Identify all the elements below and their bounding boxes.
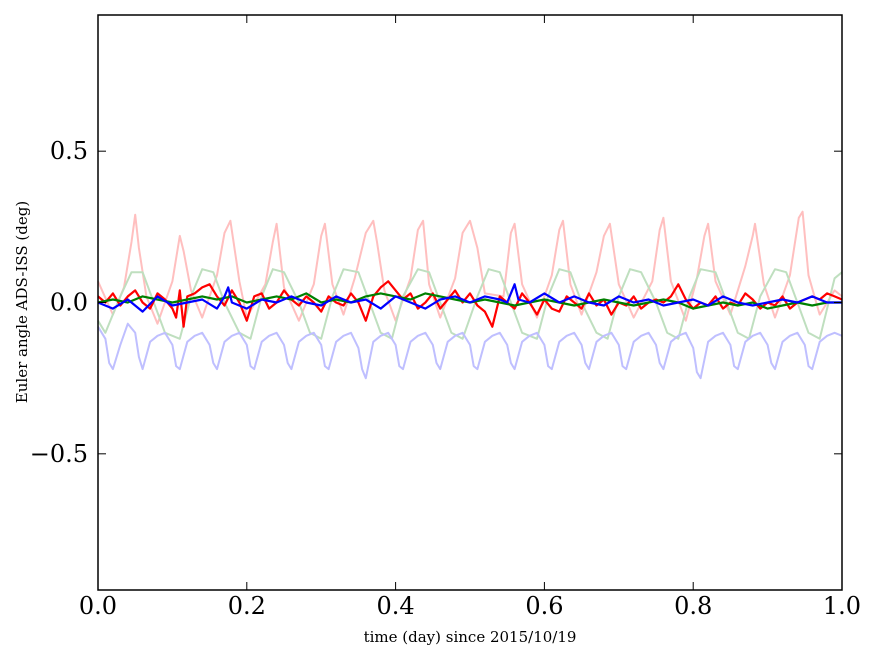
x-tick-label-5: 1.0: [823, 592, 861, 620]
series-line-2: [97, 268, 843, 340]
x-axis-ticks: 0.0 0.2 0.4 0.6 0.8 1.0: [79, 15, 861, 620]
series-line-6: [97, 283, 842, 313]
series-line-4: [97, 280, 843, 328]
x-tick-label-1: 0.2: [228, 592, 266, 620]
x-tick-label-4: 0.8: [674, 592, 712, 620]
series-line-3: [97, 322, 843, 380]
x-tick-label-2: 0.4: [377, 592, 415, 620]
y-tick-label-0: −0.5: [30, 440, 88, 468]
y-tick-label-1: 0.0: [50, 289, 88, 317]
x-axis-label: time (day) since 2015/10/19: [364, 628, 577, 646]
series-layer: [97, 210, 843, 380]
x-tick-label-3: 0.6: [525, 592, 563, 620]
y-tick-label-2: 0.5: [50, 137, 88, 165]
y-axis-ticks: −0.5 0.0 0.5: [30, 137, 842, 468]
series-line-1: [97, 210, 843, 325]
y-axis-label: Euler angle ADS-ISS (deg): [13, 201, 31, 403]
x-tick-label-0: 0.0: [79, 592, 117, 620]
